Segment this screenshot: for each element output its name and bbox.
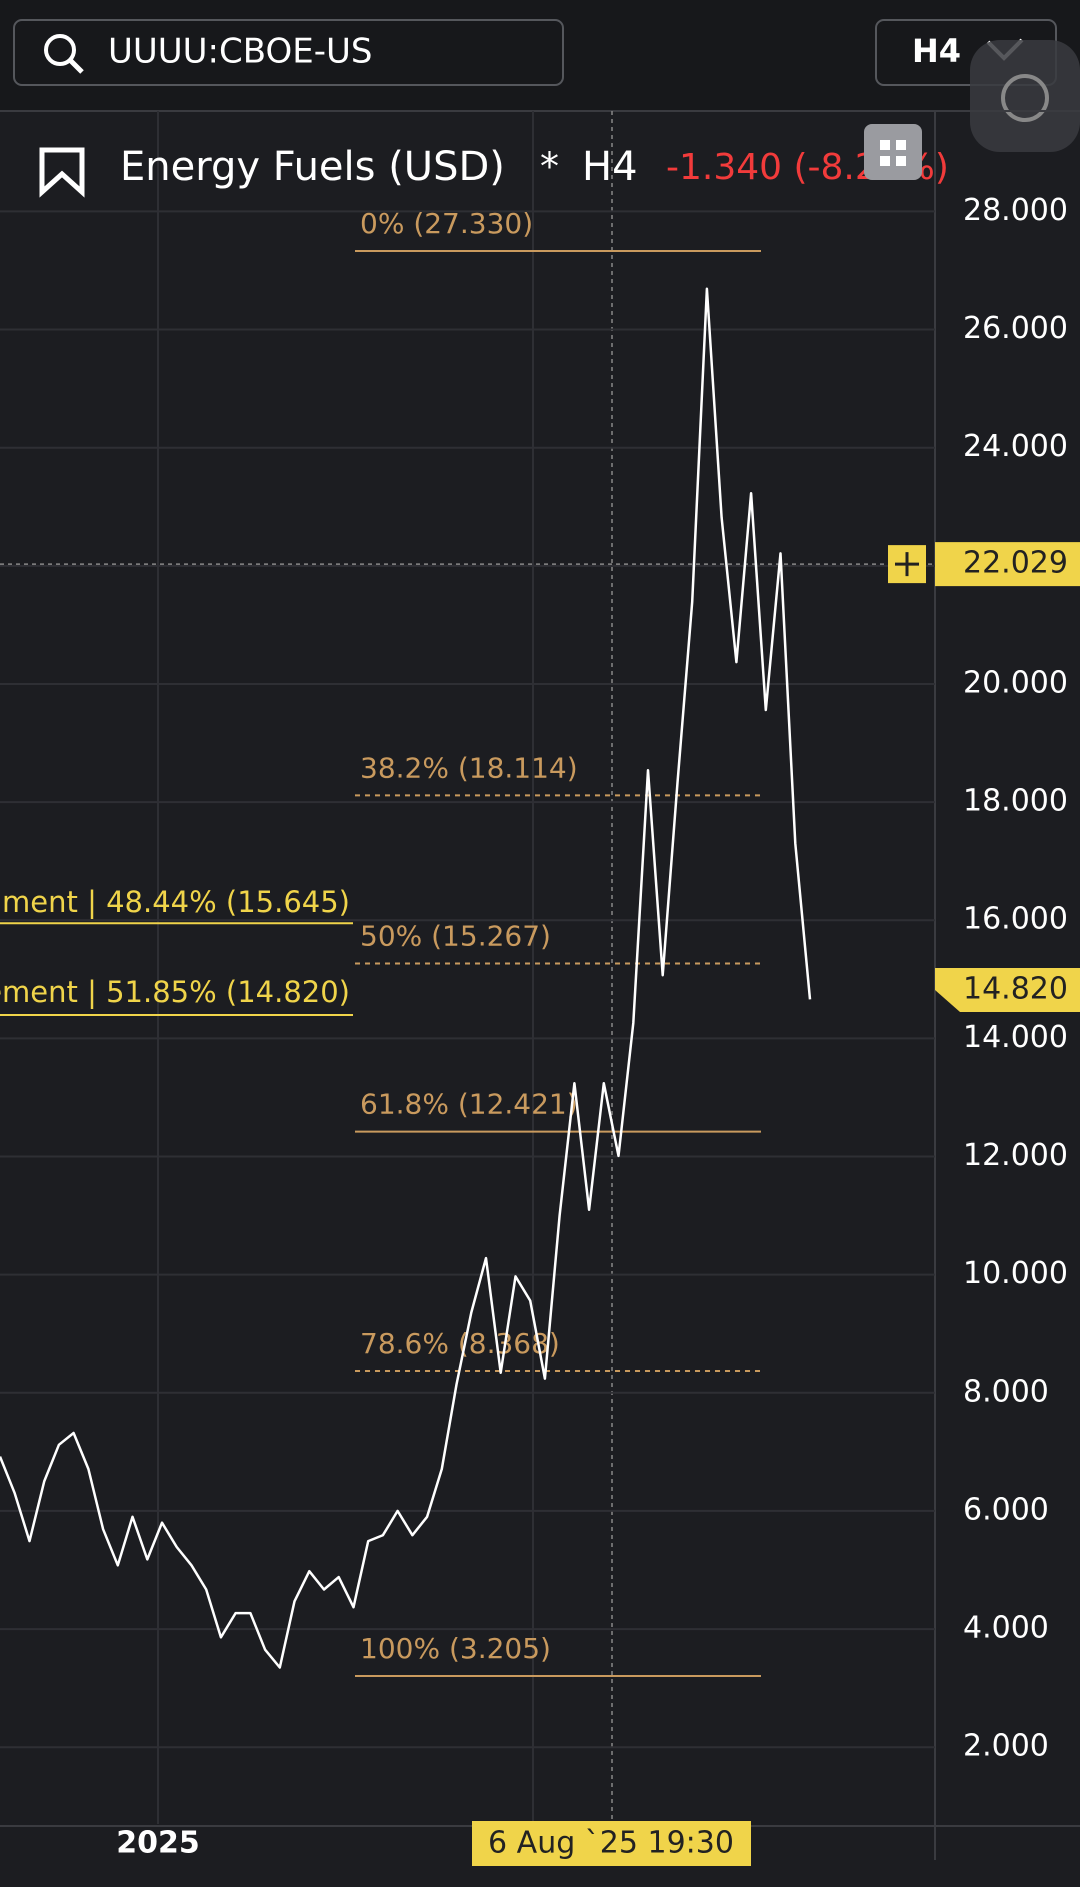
y-tick-label: 20.000 <box>963 665 1068 700</box>
search-icon <box>44 34 76 66</box>
top-bar <box>0 0 1080 111</box>
y-tick-label: 2.000 <box>963 1729 1049 1764</box>
search-box[interactable] <box>13 19 564 86</box>
y-tick-label: 24.000 <box>963 429 1068 464</box>
y-tick-label: 6.000 <box>963 1492 1049 1527</box>
interval: H4 <box>582 144 638 190</box>
crosshair-price: 22.029 <box>963 546 1068 581</box>
fib-label: 38.2% (18.114) <box>360 751 578 784</box>
y-tick-label: 26.000 <box>963 311 1068 346</box>
crosshair-plus-icon <box>895 552 919 577</box>
y-tick-label: 18.000 <box>963 784 1068 819</box>
crosshair-x-box <box>472 1821 751 1866</box>
globe-button[interactable] <box>970 40 1080 152</box>
globe-icon <box>1001 74 1049 122</box>
y-tick-label: 16.000 <box>963 902 1068 937</box>
fib-label: 61.8% (12.421) <box>360 1088 578 1121</box>
timeframe: H4 <box>912 32 961 70</box>
side-label: ement | 51.85% (14.820) <box>0 975 350 1009</box>
fib-label: 78.6% (8.368) <box>360 1327 560 1360</box>
crosshair-price-box <box>935 542 1080 587</box>
y-tick-label: 28.000 <box>963 193 1068 228</box>
search-icon <box>68 58 84 74</box>
expand-icon <box>880 140 906 166</box>
fib-label: 100% (3.205) <box>360 1632 551 1665</box>
marker: * <box>540 145 559 189</box>
chart-title: Energy Fuels (USD) <box>120 144 505 190</box>
fib-label: 0% (27.330) <box>360 207 533 240</box>
fib-label: 50% (15.267) <box>360 920 551 953</box>
last-price: 14.820 <box>963 971 1068 1006</box>
last-price-box <box>935 967 1080 1012</box>
price-line <box>0 287 812 1669</box>
y-tick-label: 12.000 <box>963 1138 1068 1173</box>
crosshair-x-label: 6 Aug `25 19:30 <box>488 1826 734 1861</box>
y-tick-label: 14.000 <box>963 1020 1068 1055</box>
side-label: ment | 48.44% (15.645) <box>2 885 350 919</box>
x-label-year: 2025 <box>116 1826 200 1861</box>
y-tick-label: 4.000 <box>963 1611 1049 1646</box>
y-tick-label: 10.000 <box>963 1256 1068 1291</box>
search-text: UUUU:CBOE-US <box>108 32 372 72</box>
bookmark-icon[interactable] <box>39 147 85 198</box>
y-tick-label: 8.000 <box>963 1374 1049 1409</box>
expand-button[interactable] <box>864 124 922 180</box>
